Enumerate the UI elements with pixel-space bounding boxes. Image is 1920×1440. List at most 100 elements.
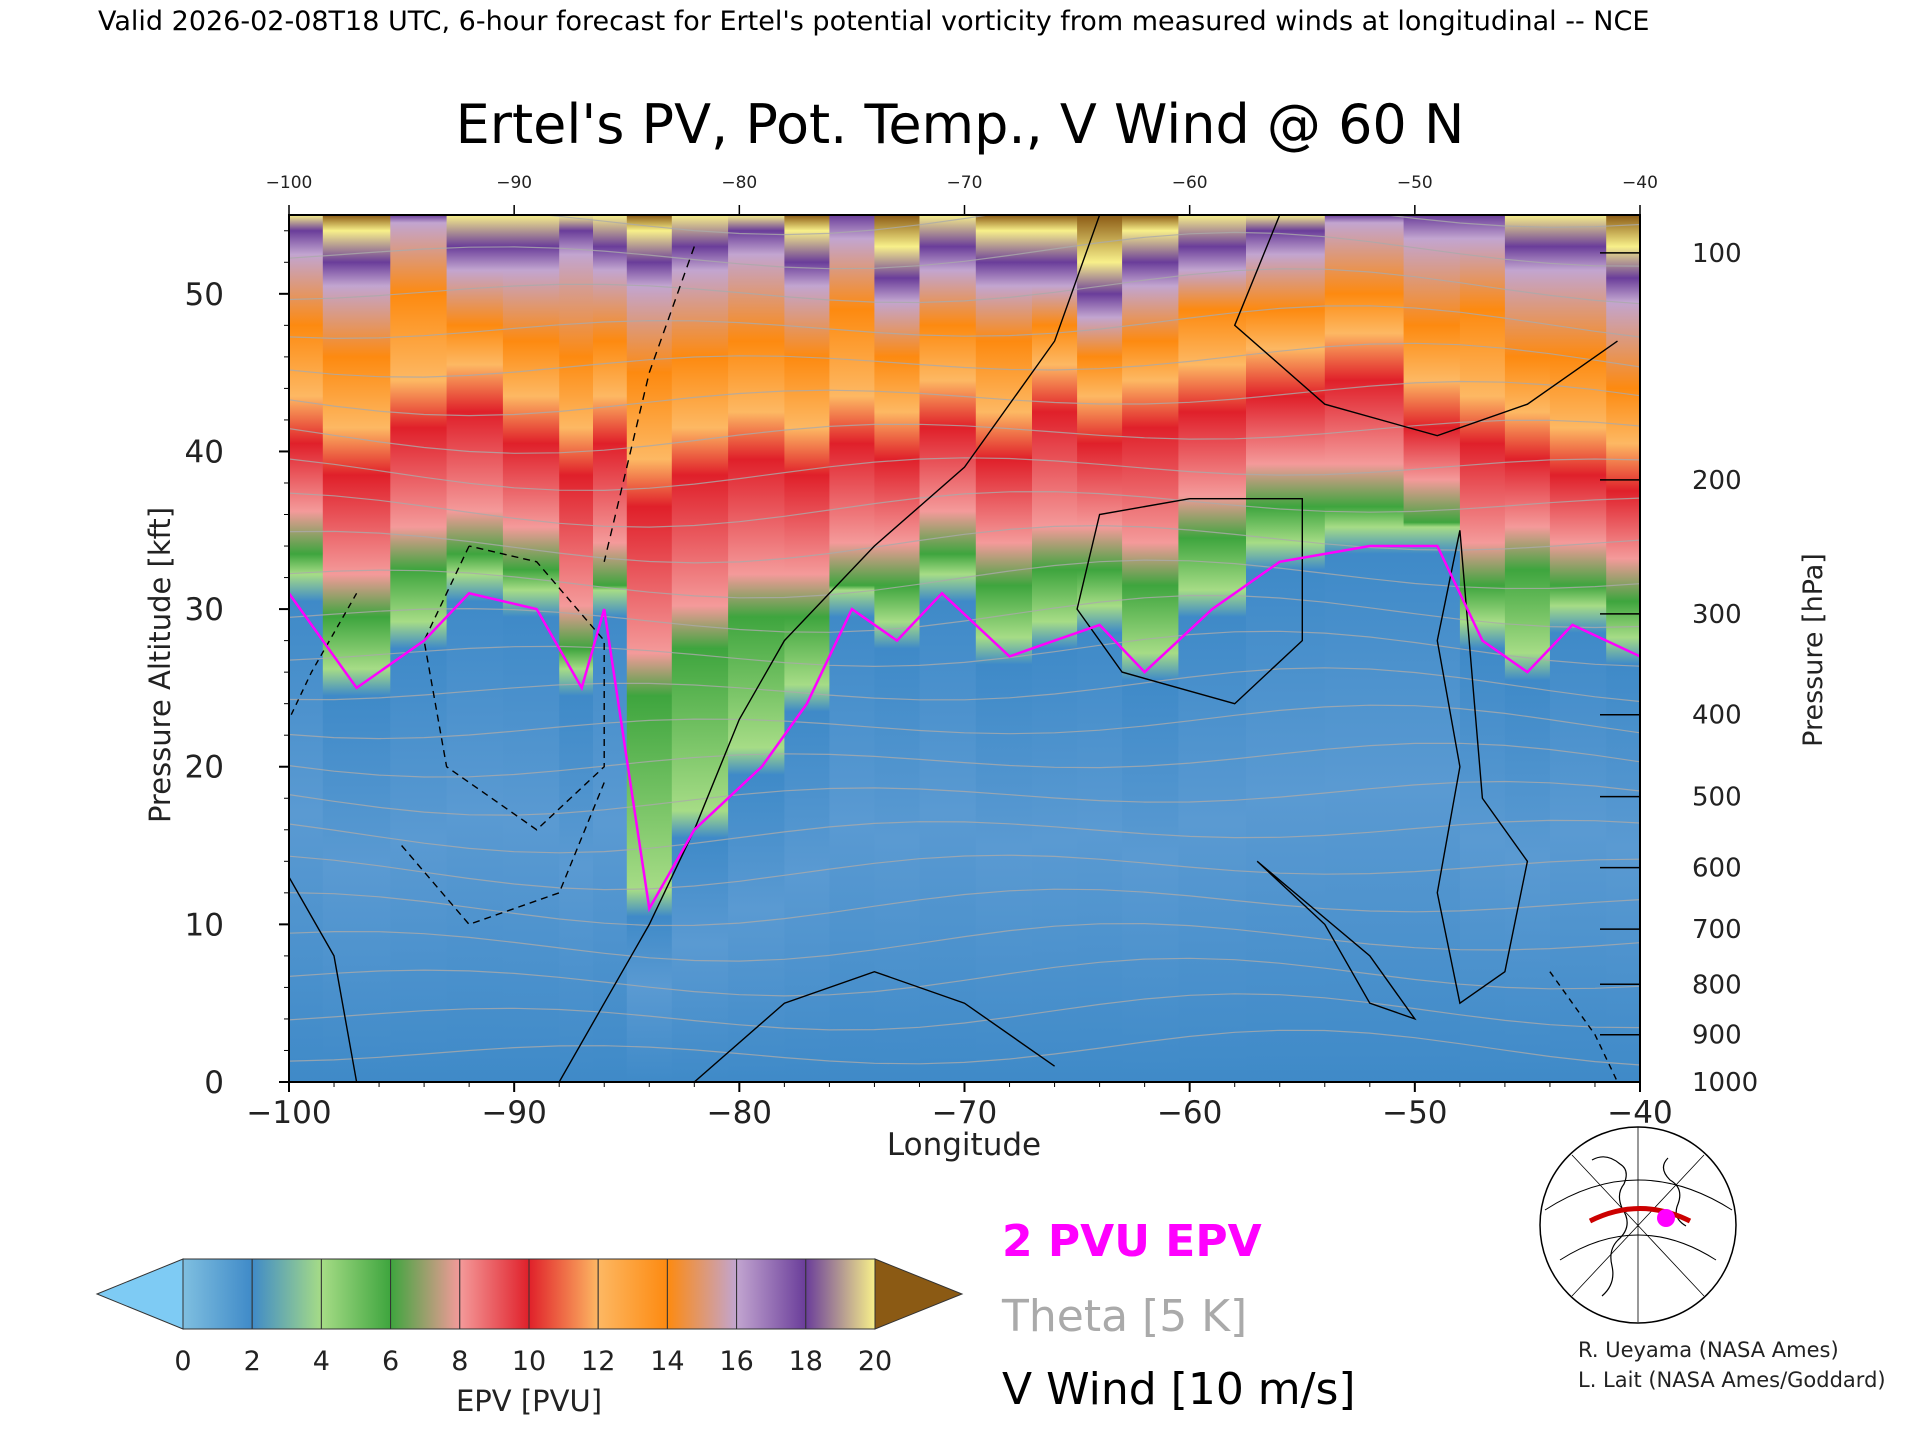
theta-line — [289, 305, 1640, 340]
colorbar-tick-label: 12 — [581, 1346, 615, 1377]
p-tick-label: 700 — [1692, 915, 1742, 945]
theta-line — [289, 231, 1640, 270]
wind-line — [289, 592, 358, 720]
colorbar-over-arrow — [874, 1258, 964, 1330]
theta-line — [289, 268, 1640, 305]
colorbar-cell — [320, 1258, 392, 1330]
theta-line — [289, 888, 1640, 927]
wind-line — [1256, 860, 1417, 1021]
field-column — [502, 215, 561, 1082]
colorbar-tick-label: 16 — [719, 1346, 753, 1377]
y-tick-label: 50 — [185, 277, 224, 313]
field-column — [1032, 215, 1078, 1082]
x-tick-label: −90 — [481, 1095, 546, 1131]
wind-line — [558, 215, 1101, 1082]
field-column — [874, 215, 921, 1082]
colorbar-tick-label: 2 — [244, 1346, 261, 1377]
colorbar-cell — [182, 1258, 253, 1330]
field-column — [390, 215, 448, 1082]
x-tick-label: −70 — [932, 1095, 997, 1131]
theta-line — [289, 742, 1640, 778]
p-tick-label: 900 — [1692, 1021, 1742, 1051]
y-tick-label: 20 — [185, 750, 224, 786]
theta-line — [289, 854, 1640, 891]
colorbar-cell — [736, 1258, 807, 1330]
top-tick-label: −100 — [266, 173, 313, 193]
x-axis-label: Longitude — [887, 1127, 1041, 1163]
wind-line — [289, 876, 358, 1082]
theta-line — [289, 457, 1640, 492]
chart-title: Ertel's PV, Pot. Temp., V Wind @ 60 N — [456, 93, 1465, 156]
theta-line — [289, 594, 1640, 633]
x-tick-label: −50 — [1382, 1095, 1447, 1131]
y-tick-label: 40 — [185, 434, 224, 470]
plot-area: −100 −90 −80 −70 −60 −50 −40 −100 −90 −80 −70 −60−… — [185, 173, 1759, 1131]
field-column — [289, 215, 324, 1082]
wind-line — [693, 970, 1056, 1082]
legend: 2 PVU EPV Theta [5 K] V Wind [10 m/s] — [1001, 1216, 1356, 1415]
p-tick-label: 500 — [1692, 783, 1742, 813]
p-tick-label: 1000 — [1692, 1068, 1758, 1098]
colorbar-tick-label: 14 — [650, 1346, 684, 1377]
p-tick-label: 100 — [1692, 239, 1742, 269]
top-tick-label: −80 — [721, 173, 757, 193]
credit-line-1: R. Ueyama (NASA Ames) — [1578, 1338, 1839, 1362]
y-tick-label: 10 — [185, 907, 224, 943]
colorbar-cell — [805, 1258, 876, 1330]
colorbar-cells — [182, 1258, 876, 1330]
p-tick-label: 200 — [1692, 466, 1742, 496]
colorbar-tick-label: 20 — [858, 1346, 892, 1377]
y-axis-label-right: Pressure [hPa] — [1798, 553, 1829, 747]
top-tick-label: −50 — [1397, 173, 1433, 193]
field-column — [322, 215, 392, 1082]
colorbar-tick-label: 8 — [451, 1346, 468, 1377]
colorbar-tick-label: 18 — [789, 1346, 823, 1377]
x-axis: −100 −90 −80 −70 −60 −50 −40 — [246, 1082, 1673, 1131]
field-column — [1178, 215, 1247, 1082]
credit-line-2: L. Lait (NASA Ames/Goddard) — [1578, 1368, 1886, 1392]
field-column — [784, 215, 831, 1082]
x-tick-label: −40 — [1607, 1095, 1672, 1131]
colorbar-cell — [459, 1258, 530, 1330]
colorbar-ticks: 0 2 4 6 8 10 12 14 16 18 20 — [174, 1346, 892, 1377]
y-axis-left: 0 10 20 30 40 50 — [185, 230, 289, 1101]
colorbar-cell — [251, 1258, 322, 1330]
field-column — [1549, 215, 1608, 1082]
field-column — [728, 215, 786, 1082]
field-column — [1403, 215, 1461, 1082]
y-tick-label: 30 — [185, 592, 224, 628]
wind-line — [1233, 215, 1618, 437]
theta-line — [289, 419, 1640, 454]
theta-contours — [289, 215, 1640, 1066]
wind-line — [1436, 530, 1529, 1005]
theta-line — [289, 491, 1640, 528]
theta-line — [289, 342, 1640, 378]
colorbar-cell — [528, 1258, 599, 1330]
top-tick-label: −90 — [496, 173, 532, 193]
theta-line — [289, 704, 1640, 740]
wind-line — [1549, 971, 1619, 1082]
theta-line — [289, 667, 1640, 703]
wind-contours — [289, 215, 1619, 1082]
field-column — [1324, 215, 1405, 1082]
top-tick-label: −70 — [947, 173, 983, 193]
wind-line — [603, 246, 695, 562]
y-tick-label: 0 — [204, 1065, 224, 1101]
field-column — [559, 215, 594, 1082]
colorbar-label: EPV [PVU] — [456, 1384, 602, 1418]
theta-line — [289, 524, 1640, 564]
x-tick-label: −100 — [246, 1095, 331, 1131]
top-axis: −100 −90 −80 −70 −60 −50 −40 — [266, 173, 1658, 215]
theta-line — [289, 215, 1640, 236]
p-tick-label: 600 — [1692, 854, 1742, 884]
y-axis-label-left: Pressure Altitude [kft] — [143, 507, 177, 823]
wind-line — [423, 545, 605, 831]
field-column — [1459, 215, 1506, 1082]
p-tick-label: 400 — [1692, 701, 1742, 731]
legend-pv: 2 PVU EPV — [1002, 1216, 1262, 1267]
colorbar-cell — [666, 1258, 738, 1330]
pv2-contour — [289, 544, 1640, 913]
colorbar-cell — [390, 1258, 461, 1330]
field-column — [1077, 215, 1124, 1082]
